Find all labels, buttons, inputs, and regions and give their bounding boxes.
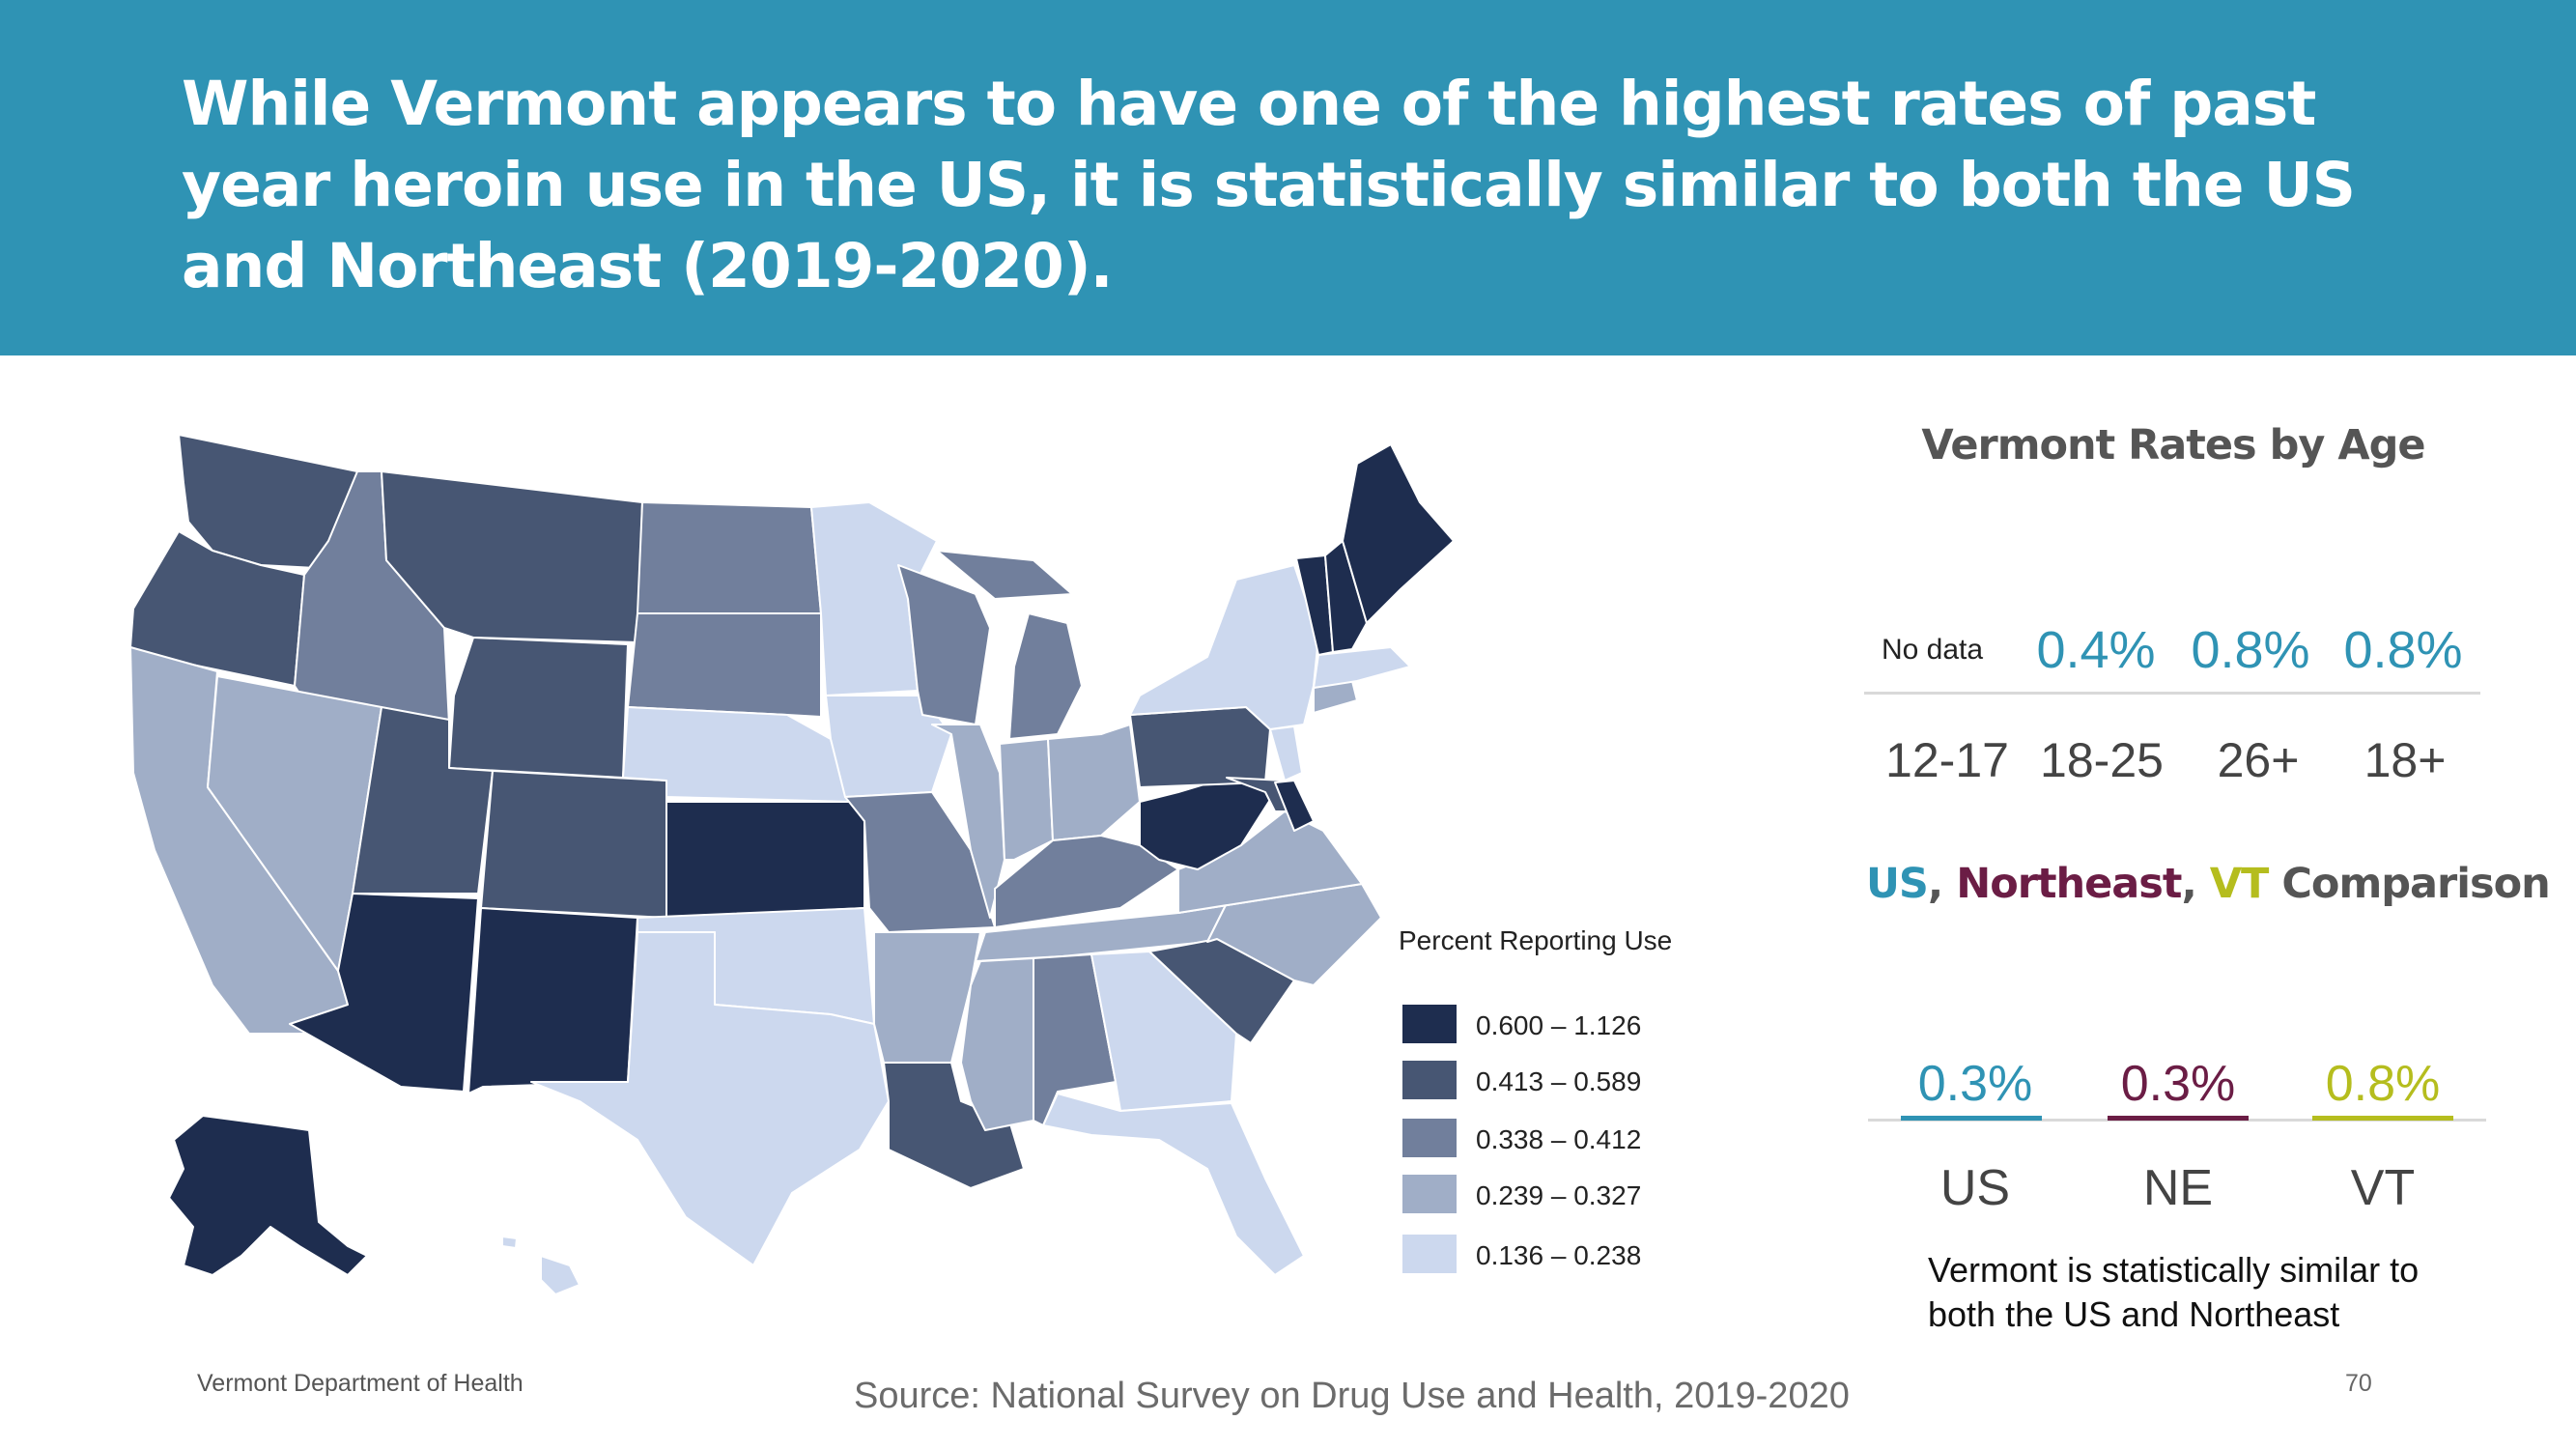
comparison-underline-us — [1901, 1116, 2042, 1121]
age-panel-title: Vermont Rates by Age — [1921, 421, 2425, 469]
comparison-underline-vt — [2312, 1116, 2453, 1121]
state-sc — [1148, 938, 1295, 1044]
age-label: 18+ — [2364, 733, 2447, 787]
legend-swatch — [1402, 1175, 1457, 1213]
legend-title: Percent Reporting Use — [1399, 925, 1673, 955]
comparison-title-ne: Northeast — [1956, 860, 2182, 908]
state-nh — [1324, 540, 1368, 653]
legend-item: 0.338 – 0.412 — [1399, 1119, 1804, 1161]
state-hi — [540, 1255, 580, 1295]
age-no-data: No data — [1882, 634, 1984, 666]
slide-title: While Vermont appears to have one of the… — [182, 69, 2356, 301]
legend-label: 0.413 – 0.589 — [1476, 1066, 1642, 1096]
footer-source: Source: National Survey on Drug Use and … — [854, 1376, 1850, 1416]
age-label: 18-25 — [2040, 733, 2164, 787]
comparison-underline-ne — [2108, 1116, 2249, 1121]
state-de — [1274, 780, 1315, 832]
legend-item: 0.413 – 0.589 — [1399, 1061, 1804, 1103]
state-pa — [1129, 706, 1271, 788]
state-ma — [1313, 646, 1411, 689]
map-svg — [129, 434, 1455, 1295]
comparison-value-vt: 0.8% — [2325, 1056, 2441, 1112]
age-value: 0.8% — [2343, 621, 2463, 679]
state-wv — [1139, 777, 1276, 870]
age-label: 26+ — [2217, 733, 2300, 787]
comparison-value-us: 0.3% — [1917, 1056, 2033, 1112]
state-hi-2 — [501, 1236, 518, 1249]
state-in — [999, 738, 1054, 861]
state-oh — [1047, 724, 1141, 841]
age-value: 0.4% — [2036, 621, 2156, 679]
title-band: While Vermont appears to have one of the… — [0, 0, 2576, 355]
legend-item: 0.239 – 0.327 — [1399, 1175, 1804, 1217]
state-co — [480, 770, 667, 919]
state-sd — [627, 612, 822, 718]
comparison-title-sep: , — [1927, 860, 1957, 908]
comparison-note: Vermont is statistically similar to both… — [1928, 1250, 2420, 1334]
state-ny — [1129, 564, 1319, 730]
legend-swatch — [1402, 1005, 1457, 1043]
state-ne — [622, 706, 851, 803]
age-value: 0.8% — [2191, 621, 2310, 679]
comparison-title-vt: VT — [2209, 860, 2270, 908]
legend-label: 0.600 – 1.126 — [1476, 1010, 1642, 1040]
state-ms — [960, 957, 1034, 1131]
state-me — [1342, 443, 1455, 624]
state-tx — [530, 931, 890, 1266]
legend-swatch — [1402, 1235, 1457, 1273]
legend-item: 0.136 – 0.238 — [1399, 1235, 1804, 1277]
legend-swatch — [1402, 1119, 1457, 1157]
state-mi-up — [936, 550, 1073, 600]
legend-label: 0.239 – 0.327 — [1476, 1180, 1642, 1210]
legend-swatch — [1402, 1061, 1457, 1099]
comparison-title: US, Northeast, VT Comparison — [1866, 860, 2551, 908]
age-divider — [1864, 692, 2480, 695]
state-fl — [1042, 1093, 1305, 1276]
comparison-label: VT — [2350, 1160, 2416, 1216]
state-nm — [467, 907, 638, 1094]
legend-label: 0.338 – 0.412 — [1476, 1124, 1642, 1154]
state-mi — [1008, 612, 1083, 740]
legend-item: 0.600 – 1.126 — [1399, 1005, 1804, 1047]
comparison-title-rest: Comparison — [2268, 860, 2550, 908]
age-label: 12-17 — [1885, 733, 2009, 787]
comparison-title-sep2: , — [2181, 860, 2210, 908]
state-wi — [897, 564, 991, 725]
comparison-title-us: US — [1866, 860, 1929, 908]
comparison-label: NE — [2142, 1160, 2214, 1216]
us-choropleth-map — [19, 406, 1526, 1333]
comparison-value-ne: 0.3% — [2120, 1056, 2236, 1112]
state-ks — [665, 801, 865, 919]
legend-label: 0.136 – 0.238 — [1476, 1240, 1642, 1270]
state-az — [289, 893, 479, 1093]
footer-organization: Vermont Department of Health — [197, 1370, 524, 1397]
state-la — [883, 1062, 1025, 1189]
map-legend: Percent Reporting Use 0.600 – 1.126 0.41… — [1399, 925, 1804, 1293]
comparison-label: US — [1939, 1160, 2011, 1216]
state-nj — [1269, 725, 1303, 781]
state-wy — [448, 637, 629, 779]
state-nd — [637, 501, 822, 614]
state-ak — [168, 1115, 368, 1276]
state-nc — [1177, 883, 1382, 986]
page-number: 70 — [2345, 1370, 2372, 1397]
state-mo — [844, 791, 996, 933]
